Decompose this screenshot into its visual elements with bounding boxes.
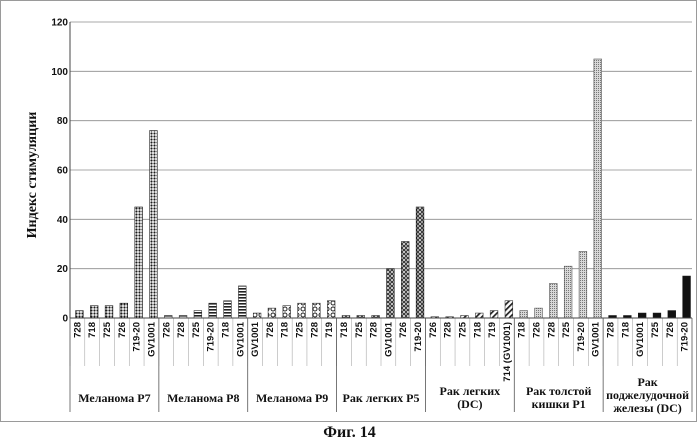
chart-frame bbox=[0, 0, 697, 422]
figure-caption: Фиг. 14 bbox=[0, 424, 699, 442]
